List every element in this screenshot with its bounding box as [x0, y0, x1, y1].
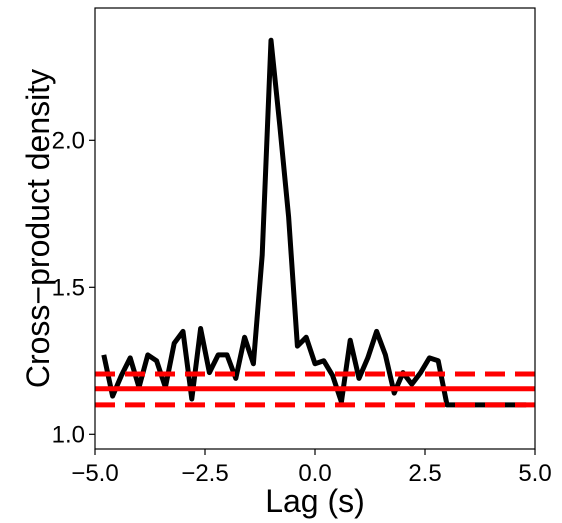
x-axis-title: Lag (s): [265, 483, 365, 519]
y-tick-label: 1.5: [52, 274, 85, 301]
density-line: [101, 37, 527, 408]
x-tick-label: −5.0: [71, 460, 118, 487]
x-tick-label: 0.0: [298, 460, 331, 487]
x-tick-label: 2.5: [408, 460, 441, 487]
x-axis-ticks: −5.0 −2.5 0.0 2.5 5.0: [71, 449, 552, 487]
x-tick-label: −2.5: [181, 460, 228, 487]
y-tick-label: 1.0: [52, 421, 85, 448]
y-axis-title: Cross−product density: [20, 69, 56, 388]
x-tick-label: 5.0: [518, 460, 551, 487]
plot-series: [95, 37, 535, 408]
plot-frame: [94, 7, 536, 450]
y-tick-label: 2.0: [52, 127, 85, 154]
y-axis-ticks: 1.0 1.5 2.0: [52, 127, 95, 448]
